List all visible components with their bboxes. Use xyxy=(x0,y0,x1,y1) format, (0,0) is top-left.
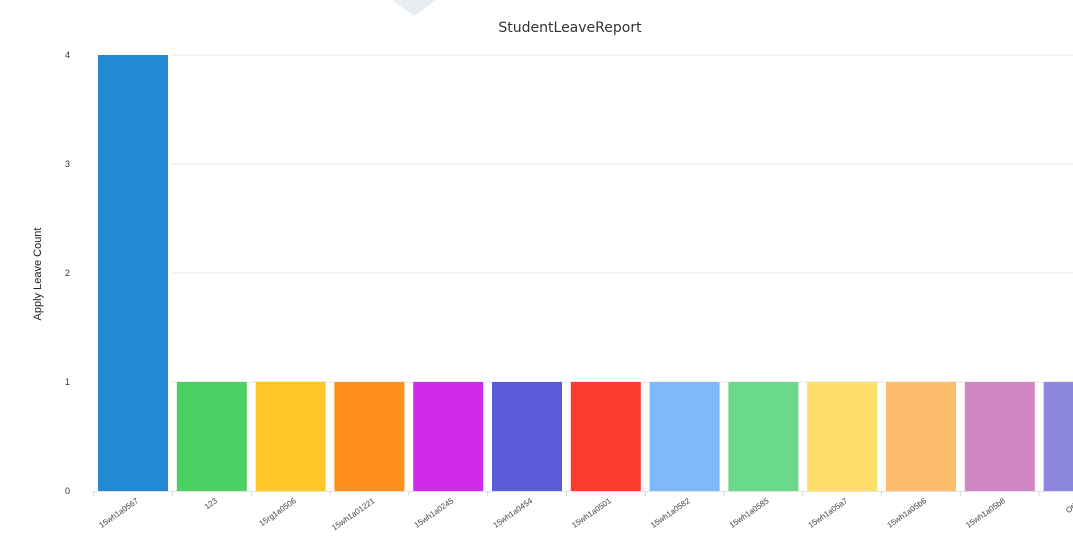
x-tick-label: 15wh1a0454 xyxy=(491,496,534,530)
x-tick-label: 15wh1a05b8 xyxy=(964,496,1007,530)
chart-title: StudentLeaveReport xyxy=(498,20,642,36)
bar-15wh1a0582[interactable] xyxy=(649,382,720,491)
bar-123[interactable] xyxy=(176,382,247,491)
y-tick-label: 2 xyxy=(65,268,70,278)
x-tick-label: 15wh1a0567 xyxy=(97,496,140,530)
bar-15wh1a05b6[interactable] xyxy=(886,382,956,491)
x-tick-label: 15wh1a0501 xyxy=(570,496,613,530)
y-tick-labels: 0 1 2 3 4 xyxy=(65,50,70,496)
x-tick-labels: 15wh1a0567 123 15rg1a0506 15wh1a01221 15wh1a… xyxy=(97,496,1073,533)
y-tick-label: 4 xyxy=(65,50,70,60)
y-tick-label: 3 xyxy=(65,159,70,169)
bar-15wh1a0585[interactable] xyxy=(728,382,799,491)
x-tick-label: 15rg1a0506 xyxy=(258,496,299,528)
x-tick-label: 123 xyxy=(203,496,220,511)
bar-15wh1a0501[interactable] xyxy=(570,382,641,491)
top-decoration xyxy=(392,0,436,16)
bar-15rg1a0506[interactable] xyxy=(255,382,326,491)
bar-15wh1a05b8[interactable] xyxy=(964,382,1035,491)
bar-Other[interactable] xyxy=(1043,382,1073,491)
x-tick-label: 15wh1a05a7 xyxy=(807,496,850,530)
bar-15wh1a01221[interactable] xyxy=(334,382,405,491)
x-tick-label: Other xyxy=(1064,496,1073,515)
y-axis-label: Apply Leave Count xyxy=(32,228,44,321)
bars xyxy=(98,55,1073,491)
bar-15wh1a0245[interactable] xyxy=(413,382,484,491)
x-tick-label: 15wh1a05b6 xyxy=(885,496,928,530)
x-tick-label: 15wh1a0245 xyxy=(413,496,456,530)
y-tick-label: 0 xyxy=(65,486,70,496)
bar-15wh1a0567[interactable] xyxy=(98,55,168,491)
x-tick-label: 15wh1a0585 xyxy=(728,496,771,530)
x-tick-label: 15wh1a0582 xyxy=(649,496,692,530)
bar-15wh1a0454[interactable] xyxy=(492,382,562,491)
y-tick-label: 1 xyxy=(65,377,70,387)
x-tick-label: 15wh1a01221 xyxy=(330,496,377,533)
bar-15wh1a05a7[interactable] xyxy=(807,382,878,491)
